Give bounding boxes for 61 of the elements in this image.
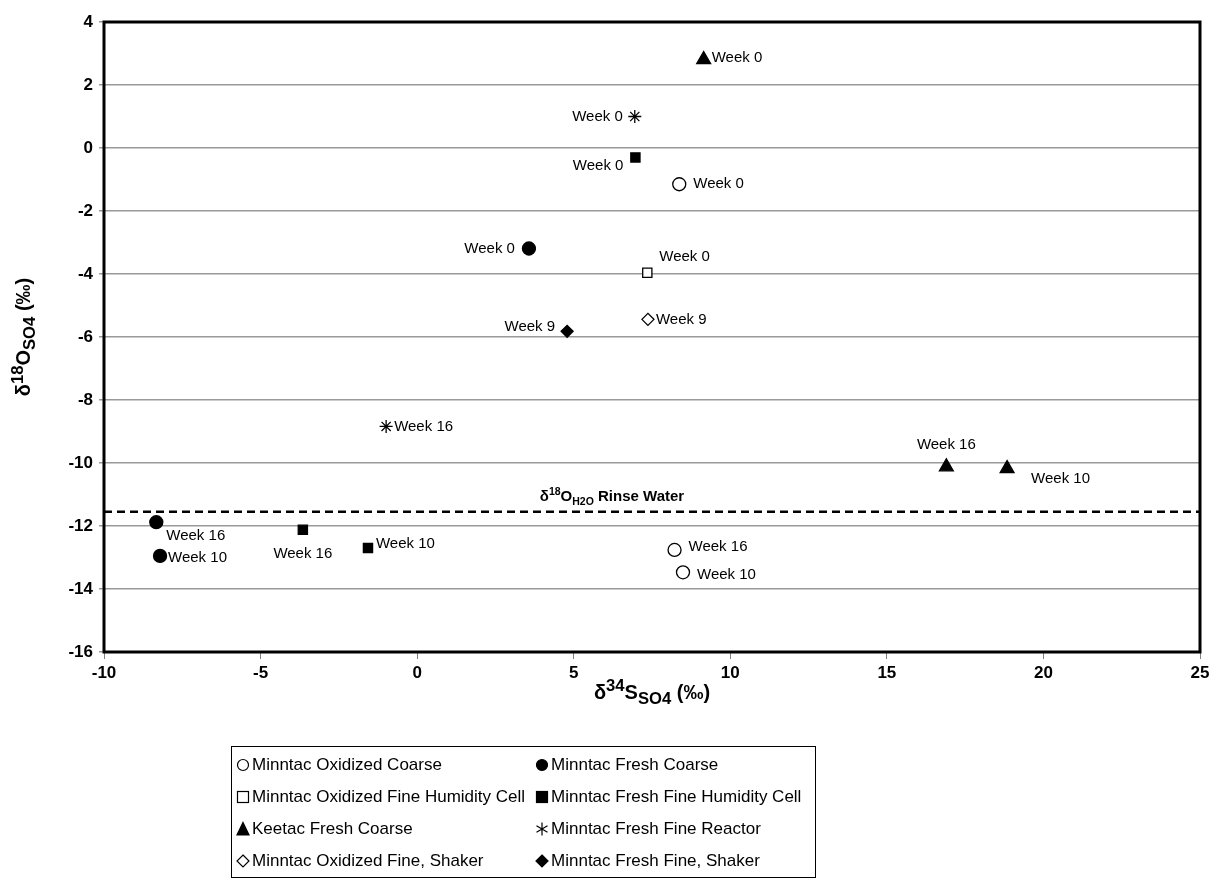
data-label: Week 16	[273, 543, 333, 561]
y-tick-label: -14	[68, 578, 94, 598]
point	[999, 460, 1015, 474]
data-label: Week 16	[916, 434, 976, 452]
point	[627, 109, 642, 124]
point	[667, 542, 682, 558]
y-tick-label: -10	[68, 452, 93, 472]
data-label: Week 9	[504, 317, 556, 335]
point	[641, 312, 655, 327]
point	[938, 458, 954, 472]
y-tick-label: 2	[83, 74, 93, 94]
x-tick-label: 25	[1190, 662, 1210, 682]
point	[630, 152, 641, 163]
data-label: Week 16	[166, 526, 226, 544]
data-label: Week 10	[1031, 468, 1091, 486]
y-tick-label: -4	[77, 263, 94, 283]
legend-label: Minntac Oxidized Coarse	[252, 755, 442, 775]
legend-label: Minntac Fresh Fine Reactor	[551, 819, 761, 839]
legend-label: Minntac Oxidized Fine, Shaker	[252, 851, 484, 871]
legend-label: Minntac Fresh Fine, Shaker	[551, 851, 760, 871]
x-axis-title: δ$^{34}$S$_{SO4}$ (‰)	[593, 676, 711, 708]
data-label: Week 0	[572, 106, 623, 124]
data-label: Week 0	[659, 246, 710, 264]
data-label: Week 0	[693, 174, 744, 192]
y-tick-label: -2	[77, 200, 93, 220]
y-tick-label: 4	[83, 11, 94, 31]
x-tick-label: 5	[568, 662, 579, 682]
point	[152, 548, 168, 564]
legend-label: Minntac Oxidized Fine Humidity Cell	[252, 787, 526, 807]
y-tick-label: -16	[68, 641, 93, 661]
y-tick-label: -12	[68, 515, 93, 535]
y-tick-label: 0	[83, 137, 93, 157]
point	[149, 515, 164, 530]
point	[642, 267, 653, 278]
point	[378, 419, 394, 434]
x-tick-label: 20	[1033, 662, 1053, 682]
y-tick-label: -6	[77, 326, 93, 346]
point	[696, 50, 712, 65]
data-label: Week 0	[464, 238, 515, 256]
x-tick-label: 15	[877, 662, 897, 682]
data-label: Week 10	[375, 534, 435, 552]
point	[362, 542, 374, 554]
y-tick-label: -8	[77, 389, 93, 409]
data-label: Week 0	[572, 155, 624, 173]
point	[675, 565, 691, 580]
x-tick-label: -5	[253, 662, 269, 682]
point	[521, 241, 537, 256]
point	[560, 324, 574, 338]
legend-label: Minntac Fresh Coarse	[551, 755, 719, 775]
data-label: Week 10	[697, 565, 756, 583]
data-label: Week 10	[168, 548, 227, 566]
data-label: Week 16	[394, 416, 454, 434]
x-tick-label: 10	[720, 662, 740, 682]
point	[672, 177, 687, 192]
data-label: Week 16	[688, 537, 748, 555]
x-tick-label: 0	[412, 662, 422, 682]
point	[297, 524, 309, 536]
data-label: Week 9	[655, 309, 707, 327]
legend-label: Minntac Fresh Fine Humidity Cell	[551, 787, 802, 807]
legend-label: Keetac Fresh Coarse	[252, 819, 413, 839]
data-label: Week 0	[711, 47, 763, 65]
